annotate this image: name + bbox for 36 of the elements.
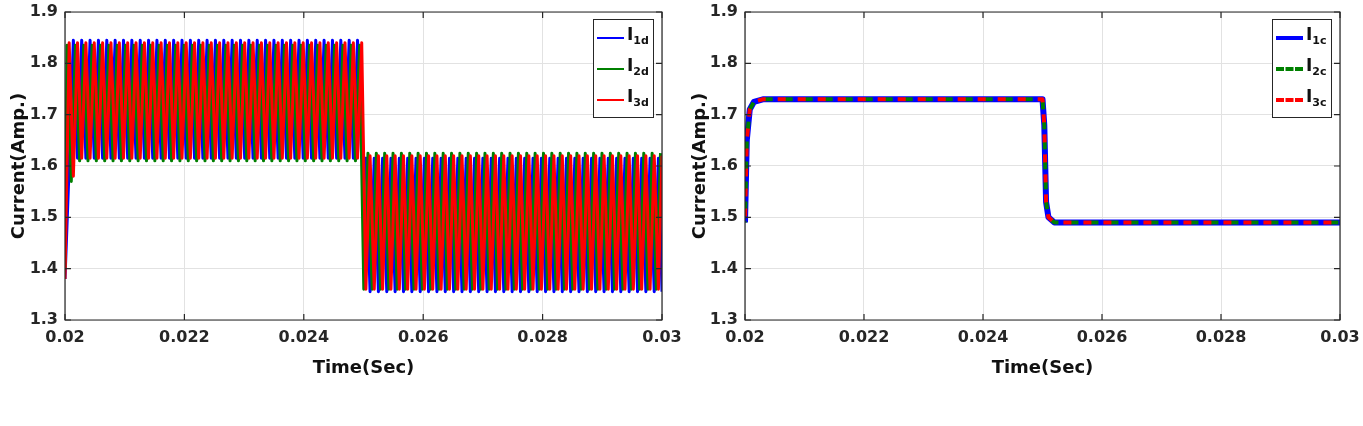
x-tick-label: 0.028 [517,326,568,346]
legend-label: I$_{1c}$ [1306,23,1327,50]
x-tick-label: 0.024 [957,326,1009,346]
legend-label: I$_{3c}$ [1306,85,1327,112]
x-tick-label: 0.026 [397,326,449,346]
x-tick-label: 0.028 [1195,326,1247,346]
x-tick-label: 0.02 [725,326,765,346]
y-tick-label: 1.9 [709,1,738,21]
y-tick-label: 1.3 [709,309,738,329]
y-tick-label: 1.9 [29,1,58,21]
y-tick-label: 1.6 [709,155,738,175]
legend-label: I$_{2c}$ [1306,54,1327,81]
x-tick-label: 0.03 [1320,326,1360,346]
y-tick-label: 1.3 [29,309,58,329]
x-axis-title: Time(Sec) [312,355,415,377]
x-tick-label: 0.022 [159,326,210,346]
x-tick-label: 0.026 [1076,326,1128,346]
y-tick-label: 1.7 [29,103,58,123]
y-tick-label: 1.5 [709,206,738,226]
y-tick-label: 1.6 [29,155,58,175]
x-axis-title: Time(Sec) [991,355,1094,377]
y-tick-label: 1.7 [709,103,738,123]
x-tick-label: 0.02 [45,326,85,346]
legend-label: I$_{2d}$ [627,54,649,81]
x-tick-label: 0.03 [642,326,682,346]
x-tick-label: 0.024 [278,326,330,346]
y-tick-label: 1.5 [29,206,58,226]
y-axis-title: Current(Amp.) [7,92,29,240]
x-tick-label: 0.022 [838,326,890,346]
y-tick-label: 1.4 [709,257,738,277]
legend-label: I$_{1d}$ [627,23,649,50]
y-tick-label: 1.8 [29,52,58,72]
y-tick-label: 1.8 [709,52,738,72]
legend-label: I$_{3d}$ [627,85,649,112]
y-tick-label: 1.4 [29,257,58,277]
y-axis-title: Current(Amp.) [688,92,710,240]
